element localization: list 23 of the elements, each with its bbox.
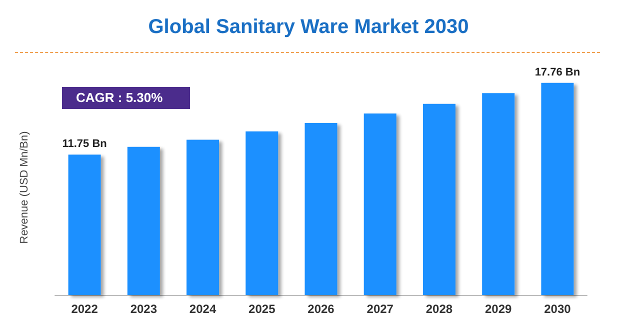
- x-tick-label: 2029: [484, 302, 512, 316]
- x-tick-label: 2026: [308, 302, 335, 316]
- bar: [364, 113, 396, 295]
- bar: [304, 123, 338, 295]
- x-tick-label: 2023: [130, 302, 158, 316]
- bar: [127, 146, 160, 295]
- x-tick-label: 2027: [366, 302, 394, 316]
- bar: [541, 82, 574, 295]
- x-tick-label: 2022: [71, 302, 98, 316]
- data-label: 11.75 Bn: [62, 138, 108, 150]
- x-tick-label: 2028: [426, 302, 453, 316]
- bar: [68, 154, 101, 295]
- bar: [422, 104, 456, 295]
- bar: [186, 140, 220, 295]
- bar: [482, 93, 515, 295]
- annotation: CAGR : 5.30%: [76, 90, 164, 105]
- x-tick-label: 2030: [544, 302, 572, 316]
- y-axis-title: Revenue (USD Mn/Bn): [18, 131, 30, 244]
- x-tick-label: 2024: [189, 302, 216, 316]
- bar: [246, 131, 278, 295]
- data-label: 17.76 Bn: [534, 66, 580, 78]
- chart-title: Global Sanitary Ware Market 2030: [148, 16, 469, 38]
- x-tick-label: 2025: [248, 302, 276, 316]
